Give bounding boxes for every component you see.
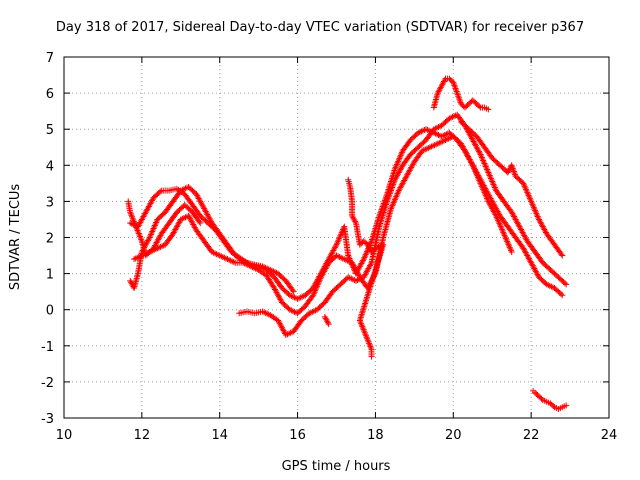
y-tick-label: 3 xyxy=(46,195,54,210)
data-point xyxy=(441,77,448,84)
data-point xyxy=(538,395,545,402)
y-tick-label: 7 xyxy=(46,51,54,66)
data-point xyxy=(563,281,570,288)
data-point xyxy=(559,292,566,299)
x-tick-label: 18 xyxy=(367,428,384,443)
series-track-d xyxy=(236,111,570,338)
y-tick-label: -1 xyxy=(41,340,54,355)
data-point xyxy=(476,103,483,110)
data-point xyxy=(559,252,566,259)
x-tick-label: 10 xyxy=(56,428,73,443)
x-tick-label: 12 xyxy=(134,428,151,443)
data-point xyxy=(368,353,375,360)
y-tick-label: 0 xyxy=(46,304,54,319)
series-track-e xyxy=(430,75,566,259)
y-tick-label: 4 xyxy=(46,159,54,174)
data-point xyxy=(197,220,204,227)
series-track-f xyxy=(125,198,204,259)
y-tick-label: 2 xyxy=(46,232,54,247)
grid xyxy=(64,57,609,418)
data-point xyxy=(332,243,339,250)
y-tick-label: 1 xyxy=(46,268,54,283)
x-axis-label: GPS time / hours xyxy=(282,459,391,474)
data-point xyxy=(367,261,374,268)
chart-title: Day 318 of 2017, Sidereal Day-to-day VTE… xyxy=(56,20,584,35)
series-track-b xyxy=(131,133,566,317)
y-tick-label: 5 xyxy=(46,123,54,138)
data-point xyxy=(563,402,570,409)
x-tick-label: 20 xyxy=(445,428,462,443)
x-tick-label: 24 xyxy=(601,428,618,443)
y-axis-label: SDTVAR / TECUs xyxy=(8,184,23,291)
data-point xyxy=(550,402,557,409)
x-tick-label: 22 xyxy=(523,428,540,443)
series-track-c xyxy=(127,185,297,295)
x-tick-label: 16 xyxy=(289,428,306,443)
y-tick-label: 6 xyxy=(46,87,54,102)
axis-ticks xyxy=(63,56,610,419)
data-point xyxy=(196,218,203,225)
data-point xyxy=(290,288,297,295)
data-point xyxy=(476,150,483,157)
data-point xyxy=(325,321,332,328)
data-point xyxy=(359,257,366,264)
y-tick-labels: -3 -2 -1 0 1 2 3 4 5 6 7 xyxy=(41,51,54,427)
data-point xyxy=(558,251,565,258)
series-late-segment xyxy=(530,387,570,412)
x-tick-labels: 10 12 14 16 18 20 22 24 xyxy=(56,428,618,443)
data-point xyxy=(352,218,359,225)
data-point xyxy=(508,248,515,255)
y-tick-label: -2 xyxy=(41,376,54,391)
data-point xyxy=(145,235,152,242)
data-point xyxy=(557,291,564,298)
data-point xyxy=(485,106,492,113)
data-point xyxy=(561,280,568,287)
data-point xyxy=(289,287,296,294)
data-point xyxy=(157,188,164,195)
y-tick-label: -3 xyxy=(41,412,54,427)
x-tick-label: 14 xyxy=(211,428,228,443)
data-point xyxy=(324,319,331,326)
series-outliers xyxy=(321,176,387,360)
data-points xyxy=(125,75,570,412)
